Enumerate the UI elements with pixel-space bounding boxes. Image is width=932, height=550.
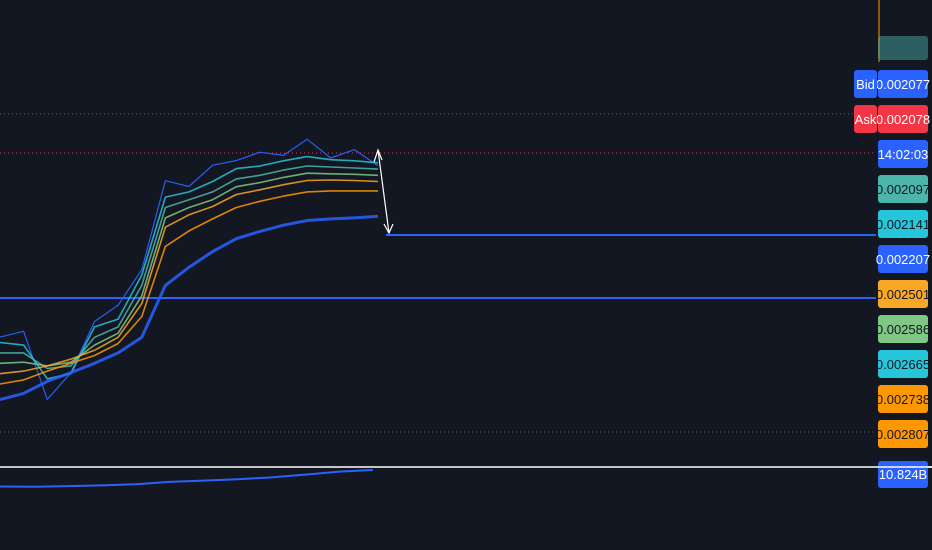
projection-arrow-tail [373, 148, 383, 163]
projection-arrow-head [383, 223, 394, 235]
price-tag-3[interactable] [878, 175, 928, 203]
series-line-4 [0, 179, 379, 375]
price-tag-9[interactable] [878, 385, 928, 413]
series-line-3 [0, 172, 379, 367]
price-tag-label-box-1 [854, 105, 877, 133]
price-tag-value-10: 0.002807 [876, 427, 930, 442]
price-tag-7[interactable] [878, 315, 928, 343]
volume-line [0, 469, 374, 488]
price-tag-value-5: 0.002207 [876, 252, 930, 267]
price-tag-label-1: Ask [855, 112, 877, 127]
price-tag-value-7: 0.002586 [876, 322, 930, 337]
price-tag-value-3: 0.002097 [876, 182, 930, 197]
series-line-2 [0, 165, 379, 370]
projection-arrow[interactable] [377, 149, 390, 234]
price-tag-value-6: 0.002501 [876, 287, 930, 302]
price-tag-8[interactable] [878, 350, 928, 378]
price-tag-2[interactable] [878, 140, 928, 168]
price-tag-0[interactable] [878, 70, 928, 98]
price-tag-10[interactable] [878, 420, 928, 448]
price-tag-4[interactable] [878, 210, 928, 238]
price-tag-value-8: 0.002665 [876, 357, 930, 372]
price-tag-value-1: 0.002078 [876, 112, 930, 127]
price-tag-label-0: Bid [856, 77, 875, 92]
series-line-6 [0, 214, 379, 402]
price-tag-value-2: 14:02:03 [878, 147, 929, 162]
price-tag-value-0: 0.002077 [876, 77, 930, 92]
price-tag-1[interactable] [878, 105, 928, 133]
series-line-0 [0, 138, 379, 400]
price-tag-label-box-0 [854, 70, 877, 98]
series-line-5 [0, 190, 378, 385]
price-tag-value-9: 0.002738 [876, 392, 930, 407]
partial-price-tag [878, 36, 928, 60]
price-tag-value-4: 0.002141 [876, 217, 930, 232]
price-tag-6[interactable] [878, 280, 928, 308]
volume-tag-value: 10.824B [879, 467, 927, 482]
price-tag-5[interactable] [878, 245, 928, 273]
